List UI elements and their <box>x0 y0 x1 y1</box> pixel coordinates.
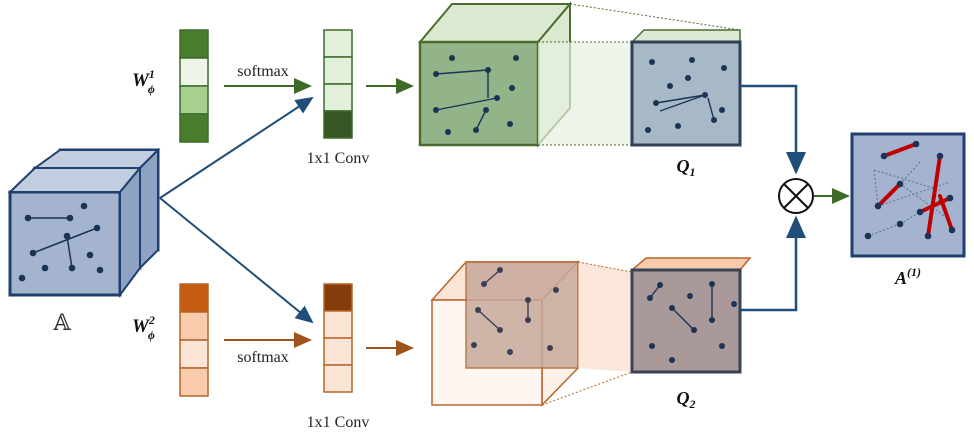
output-label: A(1) <box>894 265 921 288</box>
conv-bottom-cell-3 <box>323 337 353 366</box>
q1-matrix <box>630 29 742 147</box>
orange-cube <box>430 260 580 407</box>
q2-matrix <box>629 257 752 374</box>
conv-top-cell-2 <box>323 56 353 85</box>
conv-top-cell-3 <box>323 83 353 112</box>
q1-label: Q1 <box>677 156 696 179</box>
projection-band-top <box>538 42 632 145</box>
conv-bottom-cell-1 <box>323 283 353 312</box>
weight-label-bottom: W2 ϕ <box>132 313 155 342</box>
input-label: 𝔸 <box>52 310 71 335</box>
conv-vector-bottom <box>323 283 353 393</box>
conv-bottom-cell-2 <box>323 310 353 339</box>
weight-bottom-cell-1 <box>179 283 209 313</box>
projection-band-bottom <box>578 262 632 372</box>
weight-bottom-cell-4 <box>179 367 209 397</box>
weight-vector-top <box>179 29 209 143</box>
arrow-input-to-conv-bottom <box>159 197 314 324</box>
weight-label-top: W1 ϕ <box>132 67 155 96</box>
multiply-operator-icon <box>778 178 814 214</box>
softmax-label-bottom: softmax <box>237 349 289 366</box>
input-tensor-stack <box>7 147 161 299</box>
arrow-input-to-conv-top <box>159 96 314 199</box>
softmax-label-top: softmax <box>237 63 289 80</box>
output-matrix <box>850 132 966 258</box>
weight-bottom-cell-3 <box>179 339 209 369</box>
weight-vector-bottom <box>179 283 209 397</box>
weight-top-cell-2 <box>179 57 209 87</box>
conv-top-cell-4 <box>323 110 353 139</box>
conv-bottom-cell-4 <box>323 364 353 393</box>
arrow-q1-to-multiply <box>740 84 806 175</box>
input-layer-1 <box>7 147 159 299</box>
conv-top-cell-1 <box>323 29 353 58</box>
q2-label: Q2 <box>677 388 696 411</box>
arrow-q2-to-multiply <box>740 215 806 312</box>
weight-bottom-cell-2 <box>179 311 209 341</box>
weight-top-cell-4 <box>179 113 209 143</box>
weight-top-cell-3 <box>179 85 209 115</box>
weight-top-cell-1 <box>179 29 209 59</box>
conv-label-bottom: 1x1 Conv <box>307 414 370 431</box>
conv-label-top: 1x1 Conv <box>307 150 370 167</box>
conv-vector-top <box>323 29 353 139</box>
